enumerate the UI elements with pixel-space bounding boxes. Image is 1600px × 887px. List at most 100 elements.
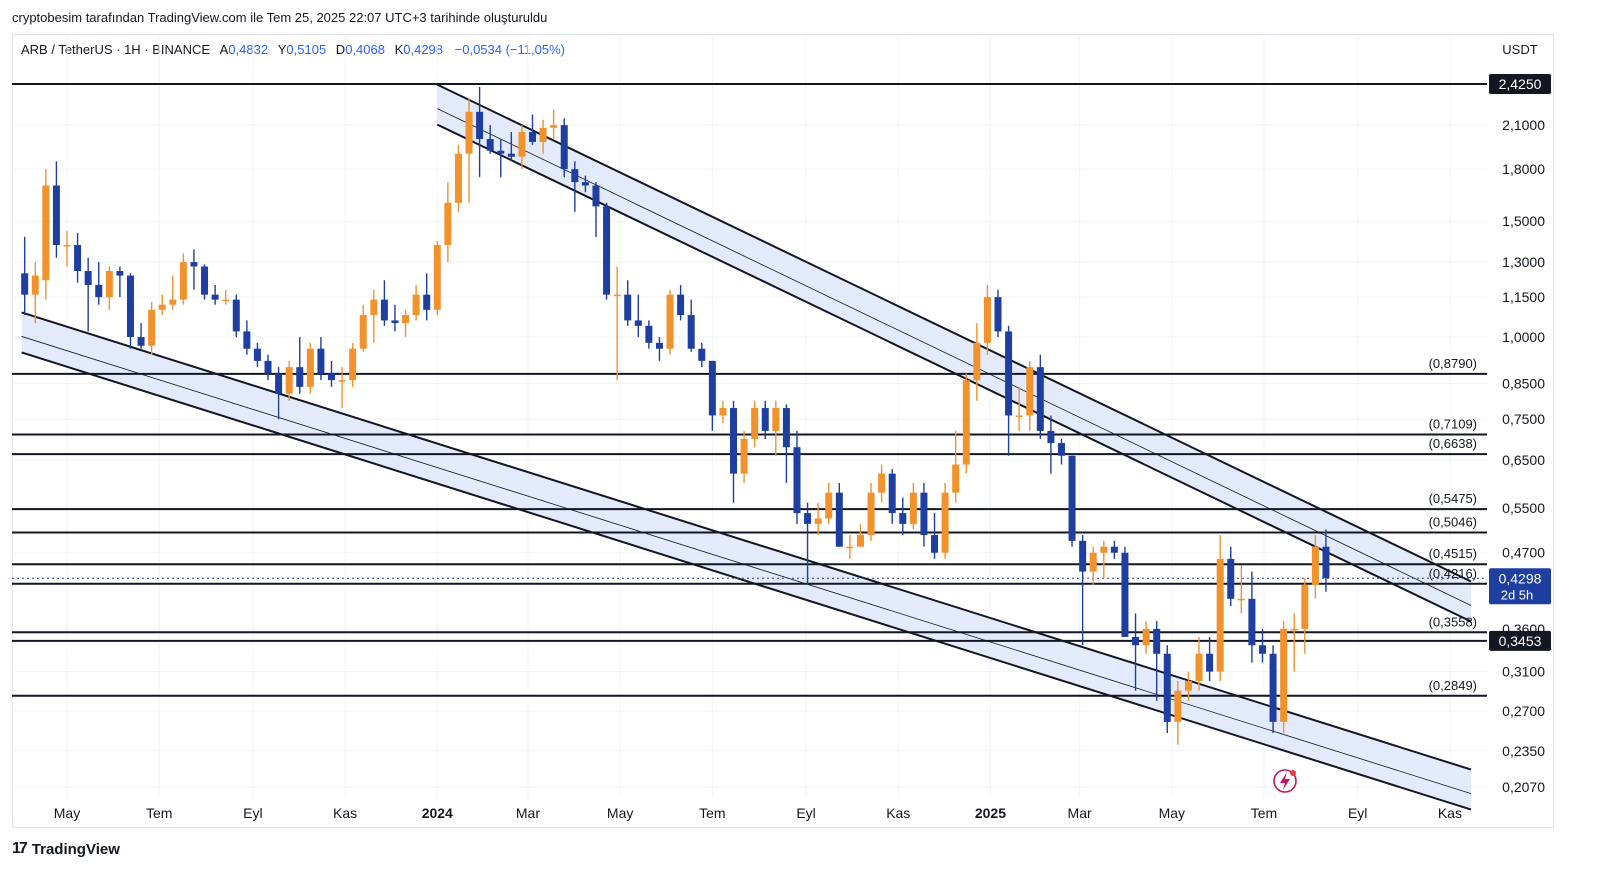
candle-body bbox=[624, 294, 632, 321]
time-tick-label: May bbox=[1159, 805, 1185, 821]
tradingview-brand[interactable]: 17 TradingView bbox=[12, 840, 120, 858]
candle-body bbox=[909, 492, 917, 524]
price-tick-label: 1,8000 bbox=[1502, 161, 1545, 177]
price-axis: 2,1000 1,8000 1,5000 1,3000 1,1500 1,0000 0,85… bbox=[1502, 117, 1545, 795]
candle-body bbox=[1216, 558, 1224, 672]
candle-body bbox=[571, 169, 579, 183]
candle-body bbox=[359, 315, 367, 349]
candle-body bbox=[476, 111, 484, 140]
flash-icon[interactable] bbox=[1273, 769, 1297, 793]
candle-body bbox=[433, 245, 441, 310]
level-label: (0,3558) bbox=[1429, 614, 1477, 629]
candle-body bbox=[1089, 552, 1097, 572]
candle-body bbox=[994, 297, 1002, 332]
candle-body bbox=[486, 139, 494, 151]
candle-body bbox=[645, 325, 653, 343]
tradingview-logo-icon: 17 bbox=[12, 840, 28, 857]
candle-body bbox=[1100, 546, 1108, 553]
candle-body bbox=[634, 320, 642, 326]
candle-body bbox=[137, 337, 145, 346]
candle-body bbox=[1142, 628, 1150, 646]
candle-body bbox=[1047, 430, 1055, 444]
candle-body bbox=[1015, 415, 1023, 417]
level-label: (0,8790) bbox=[1429, 356, 1477, 371]
time-axis: May Tem Eyl Kas 2024 Mar May Tem Eyl Kas 2025 Mar Ma… bbox=[54, 805, 1462, 821]
descending-support-lower-line bbox=[21, 351, 1472, 811]
candle-body bbox=[1132, 636, 1140, 646]
candle-body bbox=[603, 206, 611, 295]
price-tick-label: 1,5000 bbox=[1502, 213, 1545, 229]
candle-body bbox=[962, 380, 970, 465]
candle-body bbox=[158, 304, 166, 310]
level-label: (0,7109) bbox=[1429, 417, 1477, 432]
candle-body bbox=[1322, 546, 1330, 579]
candle-body bbox=[1290, 628, 1298, 631]
chart-frame bbox=[12, 34, 1554, 828]
candle-body bbox=[243, 331, 251, 349]
time-tick-label: Mar bbox=[1068, 805, 1092, 821]
candle-body bbox=[232, 299, 240, 332]
candle-body bbox=[1206, 653, 1214, 672]
candle-body bbox=[42, 185, 50, 281]
time-tick-label: Kas bbox=[1438, 805, 1462, 821]
candle-body bbox=[105, 271, 113, 298]
descending-resistance-mid-line bbox=[437, 108, 1472, 606]
candle-body bbox=[772, 408, 780, 431]
countdown-label: 2d 5h bbox=[1501, 587, 1534, 602]
level-price-tag bbox=[1489, 630, 1551, 651]
time-tick-label: 2024 bbox=[422, 805, 453, 821]
candle-body bbox=[296, 367, 304, 387]
candle-body bbox=[285, 367, 293, 394]
price-tick-label: 0,4700 bbox=[1502, 545, 1545, 561]
candle-body bbox=[835, 492, 843, 547]
price-tick-label: 1,3000 bbox=[1502, 254, 1545, 270]
candle-body bbox=[306, 348, 314, 387]
candle-body bbox=[973, 342, 981, 381]
descending-support-band bbox=[21, 312, 1472, 810]
current-price-label: 0,4298 bbox=[1499, 570, 1542, 586]
level-label: (0,4216) bbox=[1429, 566, 1477, 581]
candle-body bbox=[1195, 653, 1203, 681]
candle-body bbox=[740, 438, 748, 474]
candle-body bbox=[126, 275, 134, 338]
candle-body bbox=[655, 342, 663, 349]
price-tick-label: 1,1500 bbox=[1502, 289, 1545, 305]
symbol-name[interactable]: ARB / TetherUS · 1H · BINANCE bbox=[21, 42, 211, 57]
candle-body bbox=[867, 492, 875, 536]
candle-body bbox=[454, 153, 462, 203]
time-tick-label: May bbox=[607, 805, 633, 821]
price-tick-label: 0,6500 bbox=[1502, 452, 1545, 468]
time-tick-label: Kas bbox=[333, 805, 357, 821]
current-price-tag bbox=[1489, 568, 1551, 605]
candle-body bbox=[275, 373, 283, 394]
brand-name: TradingView bbox=[31, 840, 120, 858]
candle-body bbox=[211, 294, 219, 300]
candle-body bbox=[751, 408, 759, 439]
candle-body bbox=[825, 492, 833, 519]
candle-layer bbox=[21, 86, 1330, 745]
currency-label[interactable]: USDT bbox=[1502, 42, 1538, 57]
candle-body bbox=[846, 546, 854, 549]
candle-body bbox=[529, 131, 536, 142]
price-tick-label: 0,2350 bbox=[1502, 743, 1545, 759]
candle-body bbox=[190, 262, 198, 267]
level-price-tag bbox=[1489, 74, 1551, 94]
candle-body bbox=[1280, 628, 1288, 722]
candle-body bbox=[1036, 367, 1044, 431]
time-tick-label: Eyl bbox=[796, 805, 815, 821]
price-tick-label: 0,5500 bbox=[1502, 500, 1545, 516]
candle-body bbox=[1174, 690, 1182, 722]
time-tick-label: Tem bbox=[699, 805, 725, 821]
candle-body bbox=[1227, 558, 1235, 599]
candle-body bbox=[1184, 680, 1192, 691]
price-tick-label: 0,3100 bbox=[1502, 664, 1545, 680]
candle-body bbox=[116, 271, 124, 276]
candle-body bbox=[920, 492, 928, 536]
candle-body bbox=[52, 185, 60, 246]
candle-body bbox=[941, 492, 949, 553]
candle-body bbox=[1026, 367, 1034, 416]
candle-body bbox=[380, 299, 388, 321]
candle-body bbox=[1163, 653, 1171, 722]
candle-body bbox=[148, 309, 156, 346]
